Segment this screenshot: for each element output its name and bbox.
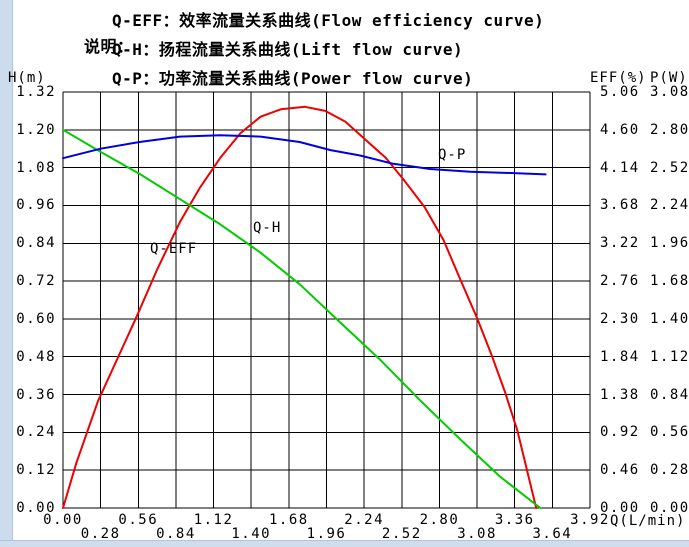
x-axis-title: Q(L/min) (610, 513, 686, 529)
x-axis-tick-label: 1.96 (306, 526, 347, 542)
x-axis-tick-label: 1.12 (193, 512, 234, 528)
x-axis-tick-label: 0.84 (156, 526, 196, 542)
curve-q-h (62, 128, 542, 509)
right-axis-p-tick-label: 2.52 (650, 159, 689, 176)
x-axis-tick-label: 3.92 (570, 512, 610, 528)
left-axis-tick-label: 0.72 (16, 273, 56, 290)
right-axis-eff-tick-label: 2.30 (600, 310, 640, 327)
right-axis-eff-tick-label: 4.60 (600, 121, 640, 138)
left-axis-tick-label: 1.32 (16, 84, 56, 100)
left-axis-tick-label: 0.00 (16, 500, 56, 516)
legend-line-q-p: Q-P：功率流量关系曲线(Power flow curve) (112, 69, 474, 88)
x-axis-tick-label: 1.68 (268, 512, 309, 528)
x-axis-tick-label: 2.24 (344, 512, 384, 528)
q-h-curve-label: Q-H (253, 220, 282, 236)
curve-q-p (62, 134, 547, 176)
right-axis-p-tick-label: 0.00 (650, 500, 689, 516)
right-axis-p-tick-label: 3.08 (650, 84, 689, 100)
left-axis-tick-label: 1.20 (16, 121, 56, 138)
right-axis-eff-tick-label: 1.84 (600, 348, 640, 365)
right-axis-p-tick-label: 0.84 (650, 386, 689, 403)
q-eff-curve-label: Q-EFF (150, 241, 198, 257)
right-axis-eff-tick-label: 2.76 (600, 273, 640, 290)
right-axis-p-tick-label: 1.40 (650, 310, 689, 327)
left-axis-tick-label: 0.36 (16, 386, 56, 403)
left-axis-tick-label: 0.96 (16, 197, 56, 214)
right-axis-eff-tick-label: 0.00 (600, 500, 640, 516)
right-axis-p-tick-label: 2.80 (650, 121, 689, 138)
right-axis-p-tick-label: 1.12 (650, 348, 689, 365)
right-axis-p-tick-label: 0.56 (650, 424, 689, 441)
x-axis-tick-label: 0.28 (80, 526, 121, 542)
right-axis-p-tick-label: 1.68 (650, 273, 689, 290)
right-axis-p-tick-label: 1.96 (650, 235, 689, 252)
q-p-curve-label: Q-P (438, 147, 467, 163)
x-axis-tick-label: 0.56 (118, 512, 159, 528)
x-axis-tick-label: 3.36 (494, 512, 535, 528)
x-axis-tick-label: 2.52 (381, 526, 422, 542)
right-axis-eff-tick-label: 0.46 (600, 462, 640, 479)
legend-note-label: 说明： (84, 37, 134, 56)
right-axis-eff-tick-label: 4.14 (600, 159, 640, 176)
left-axis-tick-label: 0.12 (16, 462, 56, 479)
left-axis-tick-label: 0.60 (16, 310, 56, 327)
right-axis-p-title: P(W) (650, 70, 688, 86)
right-axis-eff-title: EFF(%) (590, 70, 647, 86)
right-axis-eff-tick-label: 5.06 (600, 84, 640, 100)
legend-line-q-h: Q-H：扬程流量关系曲线(Lift flow curve) (112, 40, 464, 59)
right-axis-eff-tick-label: 3.68 (600, 197, 640, 214)
right-axis-eff-tick-label: 1.38 (600, 386, 640, 403)
x-axis-tick-label: 1.40 (231, 526, 272, 542)
left-axis-title: H(m) (8, 70, 46, 86)
x-axis-tick-label: 0.00 (43, 512, 83, 528)
left-axis-tick-label: 1.08 (16, 159, 56, 176)
window-left-edge (0, 0, 13, 547)
curve-q-eff (62, 105, 538, 509)
left-axis-tick-label: 0.24 (16, 424, 56, 441)
right-axis-eff-tick-label: 0.92 (600, 424, 640, 441)
legend-line-q-eff: Q-EFF：效率流量关系曲线(Flow efficiency curve) (112, 11, 545, 30)
left-axis-tick-label: 0.84 (16, 235, 56, 252)
x-axis-tick-label: 2.80 (419, 512, 460, 528)
right-axis-p-tick-label: 2.24 (650, 197, 689, 214)
right-axis-eff-tick-label: 3.22 (600, 235, 640, 252)
left-axis-tick-label: 0.48 (16, 348, 56, 365)
right-axis-p-tick-label: 0.28 (650, 462, 689, 479)
x-axis-tick-label: 3.64 (532, 526, 573, 542)
window-bottom-edge (0, 540, 689, 547)
x-axis-tick-label: 3.08 (457, 526, 497, 542)
